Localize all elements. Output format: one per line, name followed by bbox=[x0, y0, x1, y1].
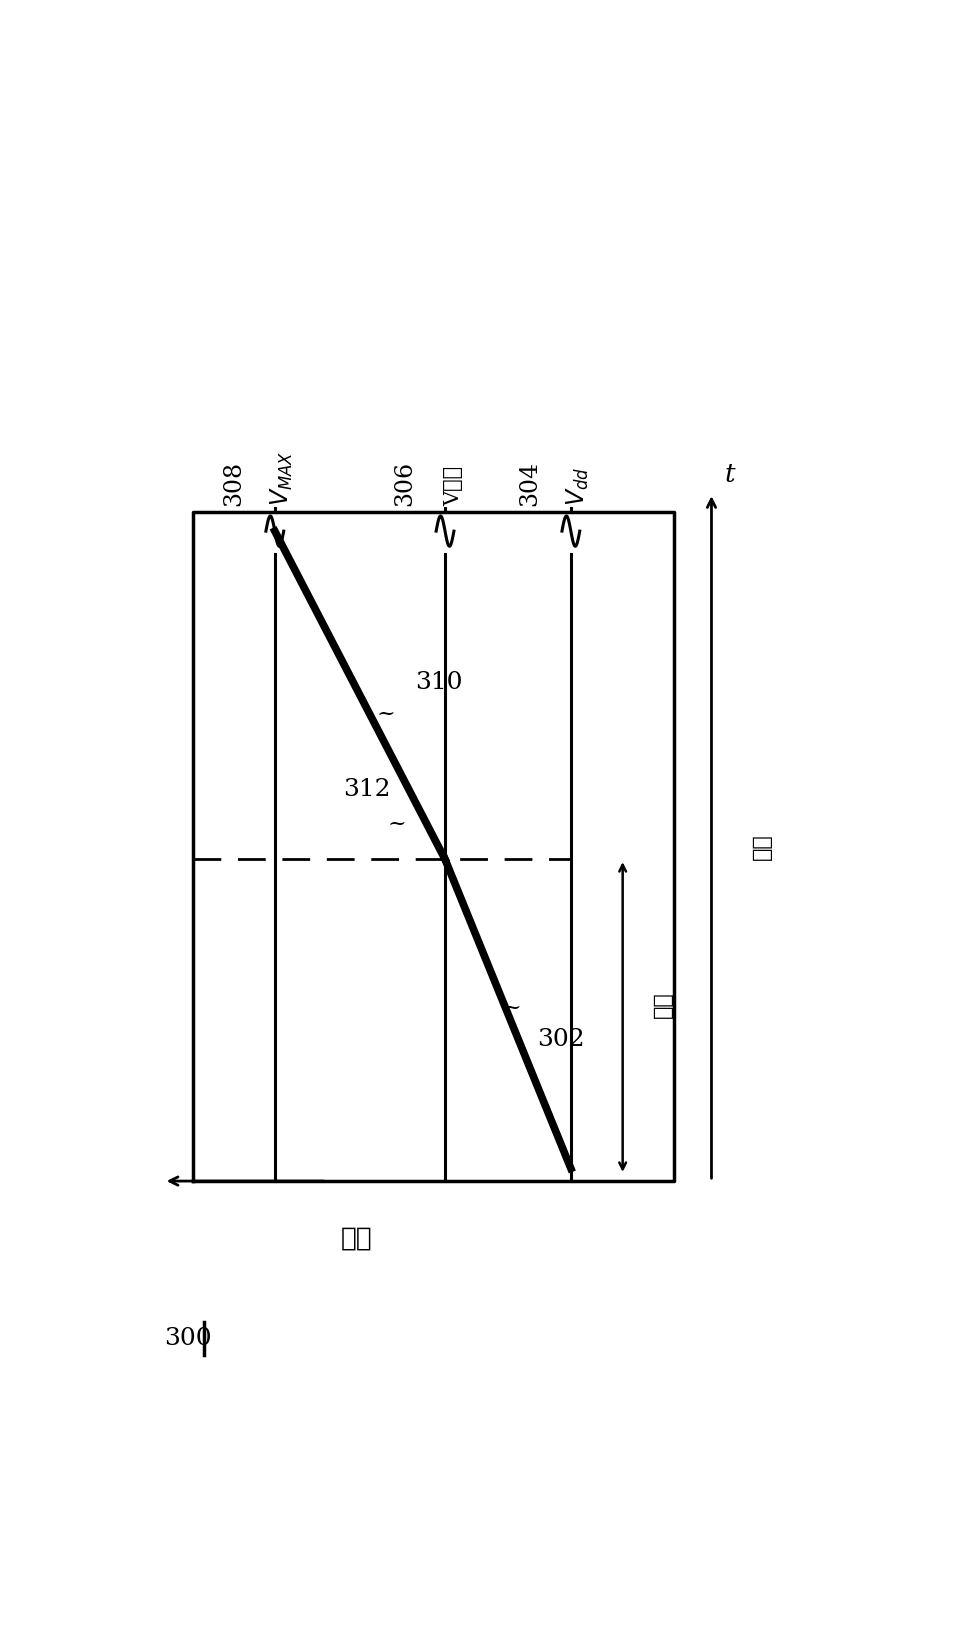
Text: 302: 302 bbox=[538, 1028, 585, 1051]
Text: ~: ~ bbox=[502, 997, 521, 1018]
Text: 300: 300 bbox=[164, 1328, 211, 1351]
Text: 电压: 电压 bbox=[340, 1226, 372, 1251]
Text: 310: 310 bbox=[415, 670, 463, 693]
Text: 312: 312 bbox=[344, 779, 391, 801]
Text: ~: ~ bbox=[388, 813, 406, 834]
Text: $V_{dd}$: $V_{dd}$ bbox=[565, 467, 591, 506]
Text: 延迟: 延迟 bbox=[652, 992, 674, 1018]
Text: ~: ~ bbox=[376, 703, 395, 724]
Text: 308: 308 bbox=[223, 461, 245, 506]
Text: V阈値: V阈値 bbox=[444, 465, 463, 506]
Text: 306: 306 bbox=[393, 461, 415, 506]
Text: 时间: 时间 bbox=[751, 833, 773, 860]
Text: t: t bbox=[725, 462, 735, 487]
Text: 304: 304 bbox=[519, 461, 541, 506]
Text: $V_{MAX}$: $V_{MAX}$ bbox=[269, 451, 295, 506]
